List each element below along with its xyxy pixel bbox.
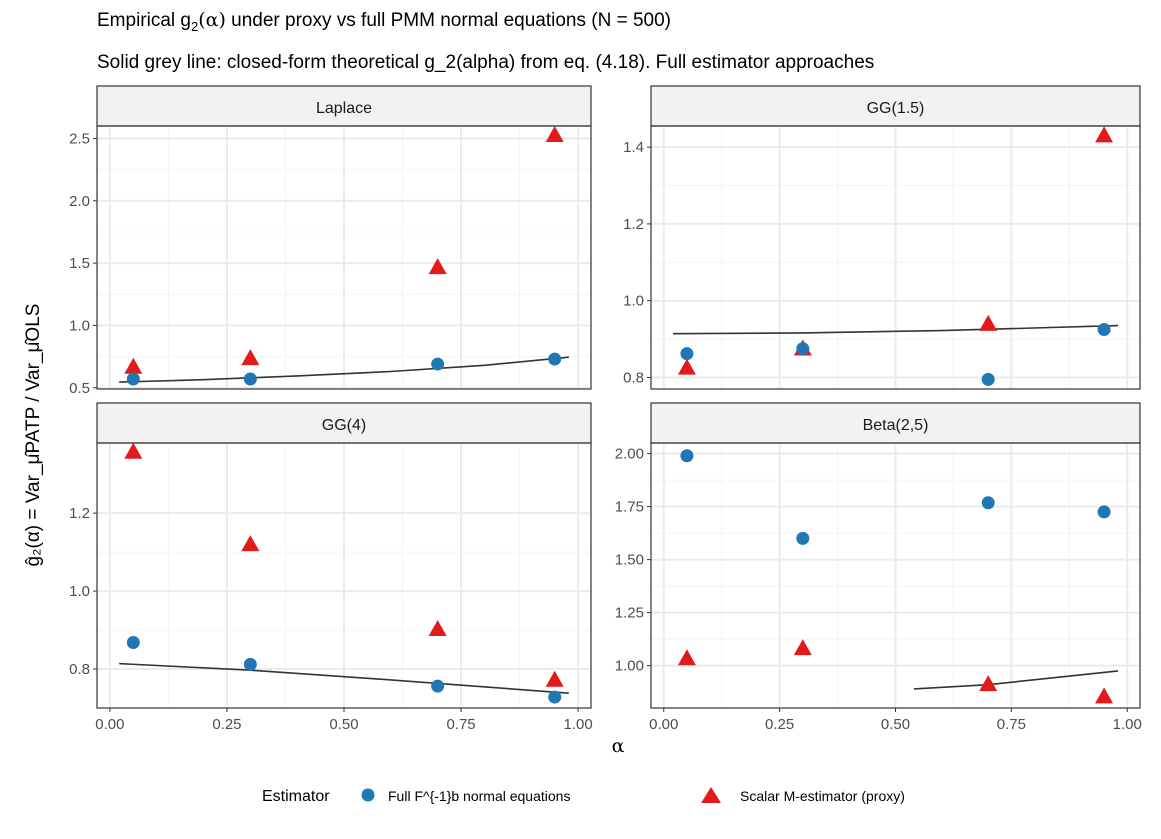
facet-label: Laplace	[316, 100, 372, 117]
x-axis-label: α	[612, 735, 625, 757]
legend-title: Estimator	[262, 788, 330, 805]
point-proxy	[979, 675, 998, 692]
point-full	[431, 679, 445, 693]
point-full	[126, 372, 140, 386]
point-proxy	[428, 620, 447, 637]
y-tick-label: 1.0	[623, 293, 644, 310]
x-tick-label: 0.00	[95, 716, 124, 733]
y-tick-label: 1.2	[69, 505, 90, 522]
point-full	[548, 352, 562, 366]
y-tick-label: 0.5	[69, 380, 90, 397]
point-proxy	[428, 258, 447, 275]
legend-key-full	[361, 788, 375, 802]
y-tick-label: 1.00	[615, 658, 644, 675]
point-proxy	[545, 670, 564, 687]
legend-label-proxy: Scalar M-estimator (proxy)	[740, 788, 905, 804]
legend: Estimator Full F^{-1}b normal equations …	[262, 787, 905, 805]
y-tick-label: 1.0	[69, 583, 90, 600]
y-tick-label: 1.4	[623, 139, 644, 156]
point-proxy	[677, 649, 696, 666]
point-full	[243, 372, 257, 386]
y-tick-label: 1.50	[615, 552, 644, 569]
y-tick-label: 1.5	[69, 255, 90, 272]
point-proxy	[793, 639, 812, 656]
facet-strip	[650, 402, 1141, 444]
y-tick-label: 2.0	[69, 193, 90, 210]
panel-beta-2-5-: Beta(2,5) 1.00 1.25 1.50 1.75 2.00 0.00 0.25 0.5…	[615, 402, 1142, 733]
legend-key-proxy	[701, 787, 721, 803]
point-full	[1097, 505, 1111, 519]
panel-border	[96, 125, 592, 390]
facet-strip	[650, 85, 1141, 127]
point-full	[981, 372, 995, 386]
y-tick-label: 2.00	[615, 446, 644, 463]
facet-label: GG(4)	[322, 417, 366, 434]
x-tick-label: 0.75	[997, 716, 1026, 733]
x-tick-label: 0.00	[649, 716, 678, 733]
point-proxy	[1095, 687, 1114, 704]
y-axis-label: ĝ₂(α) = Var_μ̂PATP / Var_μ̂OLS	[23, 304, 44, 567]
panel-gg-4-: GG(4) 0.8 1.0 1.2 0.00 0.25 0.50 0.75 1.00	[69, 402, 593, 733]
panel-laplace: Laplace 0.5 1.0 1.5 2.0 2.5	[69, 85, 592, 397]
y-tick-label: 1.2	[623, 216, 644, 233]
y-tick-label: 0.8	[623, 369, 644, 386]
panel-gg-1-5-: GG(1.5) 0.8 1.0 1.2 1.4	[623, 85, 1141, 390]
theory-line	[119, 662, 569, 694]
panel-border	[650, 125, 1141, 390]
theory-line	[672, 324, 1119, 335]
point-proxy	[1095, 126, 1114, 143]
chart-subtitle: Solid grey line: closed-form theoretical…	[97, 52, 874, 73]
y-tick-label: 1.25	[615, 605, 644, 622]
facet-label: Beta(2,5)	[863, 417, 929, 434]
point-proxy	[124, 357, 143, 374]
point-full	[1097, 322, 1111, 336]
chart-title: Empirical g2(α) under proxy vs full PMM …	[97, 9, 671, 34]
x-tick-label: 0.25	[212, 716, 241, 733]
x-tick-label: 0.50	[881, 716, 910, 733]
point-proxy	[241, 349, 260, 366]
point-proxy	[241, 535, 260, 552]
x-tick-label: 1.00	[564, 716, 593, 733]
y-tick-label: 1.75	[615, 499, 644, 516]
point-full	[680, 449, 694, 463]
point-full	[680, 347, 694, 361]
point-full	[548, 690, 562, 704]
point-full	[981, 496, 995, 510]
point-full	[243, 657, 257, 671]
facet-strip	[96, 85, 592, 127]
facet-strip	[96, 402, 592, 444]
point-full	[796, 342, 810, 356]
facet-label: GG(1.5)	[867, 100, 925, 117]
point-full	[796, 531, 810, 545]
theory-line	[119, 356, 569, 383]
legend-label-full: Full F^{-1}b normal equations	[388, 788, 570, 804]
point-proxy	[124, 442, 143, 459]
x-tick-label: 0.75	[446, 716, 475, 733]
facet-panels: Laplace 0.5 1.0 1.5 2.0 2.5 GG(1.5) 0.8 1.0 1.2 1.…	[69, 85, 1142, 733]
point-full	[431, 357, 445, 371]
y-tick-label: 0.8	[69, 661, 90, 678]
x-tick-label: 1.00	[1113, 716, 1142, 733]
point-proxy	[979, 314, 998, 331]
point-proxy	[545, 125, 564, 142]
y-tick-label: 2.5	[69, 130, 90, 147]
theory-line	[913, 670, 1119, 690]
x-tick-label: 0.50	[329, 716, 358, 733]
y-tick-label: 1.0	[69, 317, 90, 334]
x-tick-label: 0.25	[765, 716, 794, 733]
point-proxy	[677, 358, 696, 375]
point-full	[126, 636, 140, 650]
